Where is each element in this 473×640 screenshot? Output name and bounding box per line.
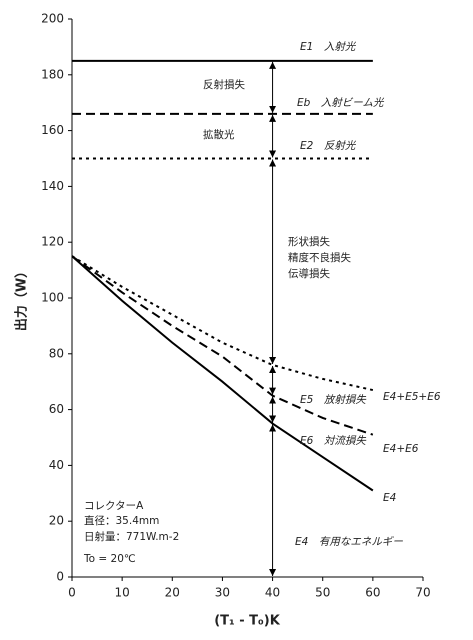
y-tick-label: 160 (41, 123, 64, 137)
series-line (71, 255, 374, 492)
series-label: E1 入射光 (300, 41, 357, 53)
y-tick-label: 60 (49, 402, 64, 416)
series-line (71, 255, 374, 436)
series-label: E4+E5+E6 (383, 391, 441, 403)
note: 日射量：771W.m-2 (84, 530, 179, 543)
x-tick-label: 40 (265, 586, 280, 600)
x-tick-label: 50 (315, 586, 330, 600)
y-tick-label: 40 (49, 458, 64, 472)
series-line (71, 255, 374, 392)
x-tick-label: 10 (115, 586, 130, 600)
y-tick-label: 80 (49, 346, 64, 360)
x-axis-label: (T₁ - T₀)K (214, 614, 280, 629)
y-tick-label: 100 (41, 291, 64, 305)
y-tick-label: 200 (41, 12, 64, 26)
series-label: E2 反射光 (300, 140, 357, 152)
series-label: E4 (383, 492, 396, 504)
note: 直径：35.4mm (84, 514, 159, 527)
annotation: 形状損失 (288, 235, 330, 248)
annotation: E5 放射損失 (300, 394, 366, 406)
y-tick-label: 180 (41, 67, 64, 81)
y-axis-label: 出力（W） (14, 265, 30, 331)
note: To = 20℃ (83, 553, 136, 565)
x-tick-label: 30 (215, 586, 230, 600)
y-tick-label: 20 (49, 514, 64, 528)
series-label: E4+E6 (383, 443, 419, 455)
x-tick-label: 20 (165, 586, 180, 600)
annotation: 反射損失 (203, 78, 245, 91)
annotation: E6 対流損失 (300, 435, 366, 447)
note: コレクターA (84, 500, 144, 512)
x-tick-label: 60 (365, 586, 380, 600)
series-label: Eb 入射ビーム光 (297, 97, 385, 109)
x-tick-label: 70 (415, 586, 430, 600)
annotation: 伝導損失 (288, 267, 330, 280)
annotation: 拡散光 (203, 128, 235, 141)
y-tick-label: 0 (56, 570, 64, 584)
y-tick-label: 140 (41, 179, 64, 193)
y-tick-label: 120 (41, 235, 64, 249)
x-tick-label: 0 (68, 586, 76, 600)
annotation: 精度不良損失 (288, 251, 351, 264)
annotation: E4 有用なエネルギー (295, 536, 403, 548)
